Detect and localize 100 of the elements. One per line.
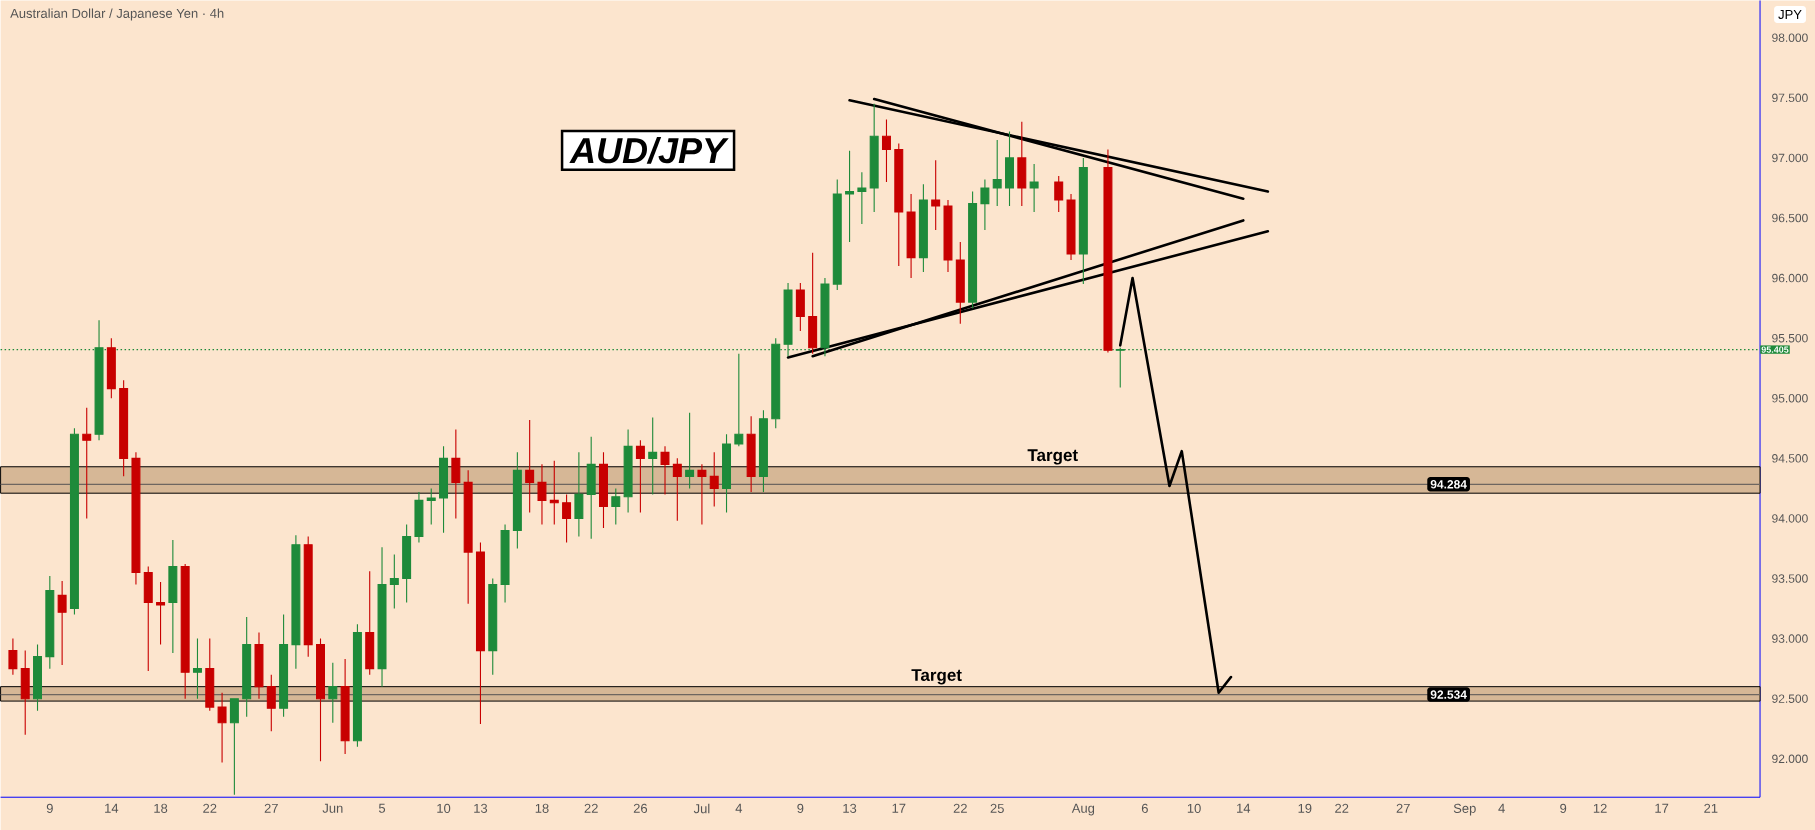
candlestick <box>512 451 522 549</box>
candlestick <box>943 199 953 273</box>
x-tick-label: Jun <box>322 803 343 813</box>
x-tick-label: 10 <box>1187 803 1201 813</box>
y-tick-label: 93.500 <box>1772 574 1808 583</box>
candlestick <box>291 534 301 670</box>
x-tick-label: 5 <box>378 803 386 813</box>
x-tick-label: 4 <box>1498 803 1505 813</box>
candlestick <box>1078 157 1088 285</box>
candlestick <box>562 493 572 543</box>
x-tick-label: 22 <box>584 803 598 813</box>
candlestick <box>648 416 658 495</box>
candlestick <box>365 570 375 676</box>
candlestick <box>918 183 928 273</box>
x-tick-label: 18 <box>154 803 168 813</box>
candlestick <box>537 463 547 525</box>
candlestick <box>20 649 30 736</box>
candlestick <box>931 159 941 231</box>
annotation: AUD/JPY <box>569 136 729 164</box>
x-tick-label: Jul <box>693 803 710 814</box>
candlestick <box>217 692 227 763</box>
candlestick <box>168 539 178 654</box>
candlestick <box>845 150 855 243</box>
x-tick-label: 26 <box>633 803 648 813</box>
x-tick-label: 10 <box>437 803 451 813</box>
candlestick <box>69 427 79 616</box>
candlestick <box>685 412 695 489</box>
x-tick-label: 25 <box>990 803 1004 813</box>
candlestick <box>857 171 867 225</box>
candlestick <box>119 379 129 477</box>
candlestick <box>57 580 67 666</box>
x-tick-label: 19 <box>1298 803 1312 813</box>
candlestick <box>8 637 18 676</box>
text: Australian Dollar / Japanese Yen · 4h <box>10 8 224 21</box>
x-tick-label: 4 <box>735 803 743 813</box>
x-tick-label: 9 <box>797 803 804 813</box>
x-tick-label: 14 <box>105 803 119 813</box>
candlestick <box>156 581 166 646</box>
candlestick <box>635 439 645 513</box>
x-tick-label: 14 <box>1237 803 1251 813</box>
band-label: Target <box>1027 449 1078 465</box>
candlestick <box>45 575 55 670</box>
candlestick <box>451 428 461 519</box>
candlestick <box>1029 163 1039 213</box>
ref-line-label: 94.284 <box>1430 479 1467 489</box>
ref-line-label: 95.405 <box>1761 346 1789 353</box>
candlestick <box>475 541 485 725</box>
candlestick <box>832 178 842 291</box>
candlestick <box>254 631 264 700</box>
candlestick <box>1017 121 1027 207</box>
candlestick <box>106 337 116 399</box>
candlestick <box>414 491 424 543</box>
candlestick <box>500 523 510 603</box>
x-tick-label: Aug <box>1071 803 1095 816</box>
x-tick-label: 12 <box>1593 803 1607 813</box>
candlestick <box>377 546 387 688</box>
candlestick <box>869 103 879 213</box>
candlestick <box>242 616 252 718</box>
candlestick <box>180 563 190 700</box>
candlestick <box>1066 193 1076 261</box>
candlestick <box>328 661 338 724</box>
candlestick <box>1054 175 1064 213</box>
x-tick-label: 9 <box>46 803 53 813</box>
candlestick <box>229 698 239 796</box>
candlestick <box>463 469 473 605</box>
x-tick-label: 22 <box>1335 803 1349 813</box>
y-tick-label: 96.500 <box>1772 213 1808 223</box>
candlestick <box>143 565 153 672</box>
candlestick <box>131 451 141 585</box>
candlestick <box>488 577 498 676</box>
candlestick <box>599 451 608 529</box>
x-tick-label: 13 <box>474 803 488 813</box>
candlestick <box>389 553 399 609</box>
x-tick-label: 22 <box>953 803 967 813</box>
candlestick <box>192 637 202 700</box>
x-tick-label: 27 <box>264 803 278 813</box>
x-tick-label: 13 <box>843 803 857 813</box>
ref-line-label: 92.534 <box>1430 690 1467 699</box>
candlestick <box>992 139 1002 207</box>
candlestick <box>439 445 449 534</box>
candlestick <box>906 193 916 279</box>
candlestick <box>402 523 412 603</box>
candlestick <box>611 487 621 525</box>
candlestick <box>968 190 978 309</box>
candlestick <box>426 487 436 525</box>
candlestick <box>709 451 719 507</box>
x-tick-label: 6 <box>1141 803 1148 813</box>
y-tick-label: 98.000 <box>1772 33 1808 42</box>
candlestick <box>303 535 313 658</box>
y-tick-label: 95.500 <box>1772 333 1808 343</box>
candlestick <box>340 658 350 755</box>
x-tick-label: Sep <box>1453 803 1476 816</box>
candlestick <box>33 643 42 712</box>
y-tick-label: 93.000 <box>1772 634 1808 643</box>
candlestick <box>525 419 535 513</box>
y-tick-label: 92.000 <box>1772 754 1808 763</box>
candlestick <box>722 433 732 513</box>
x-tick-label: 27 <box>1396 803 1410 813</box>
y-tick-label: 97.500 <box>1772 93 1808 102</box>
x-tick-label: 17 <box>892 803 906 813</box>
